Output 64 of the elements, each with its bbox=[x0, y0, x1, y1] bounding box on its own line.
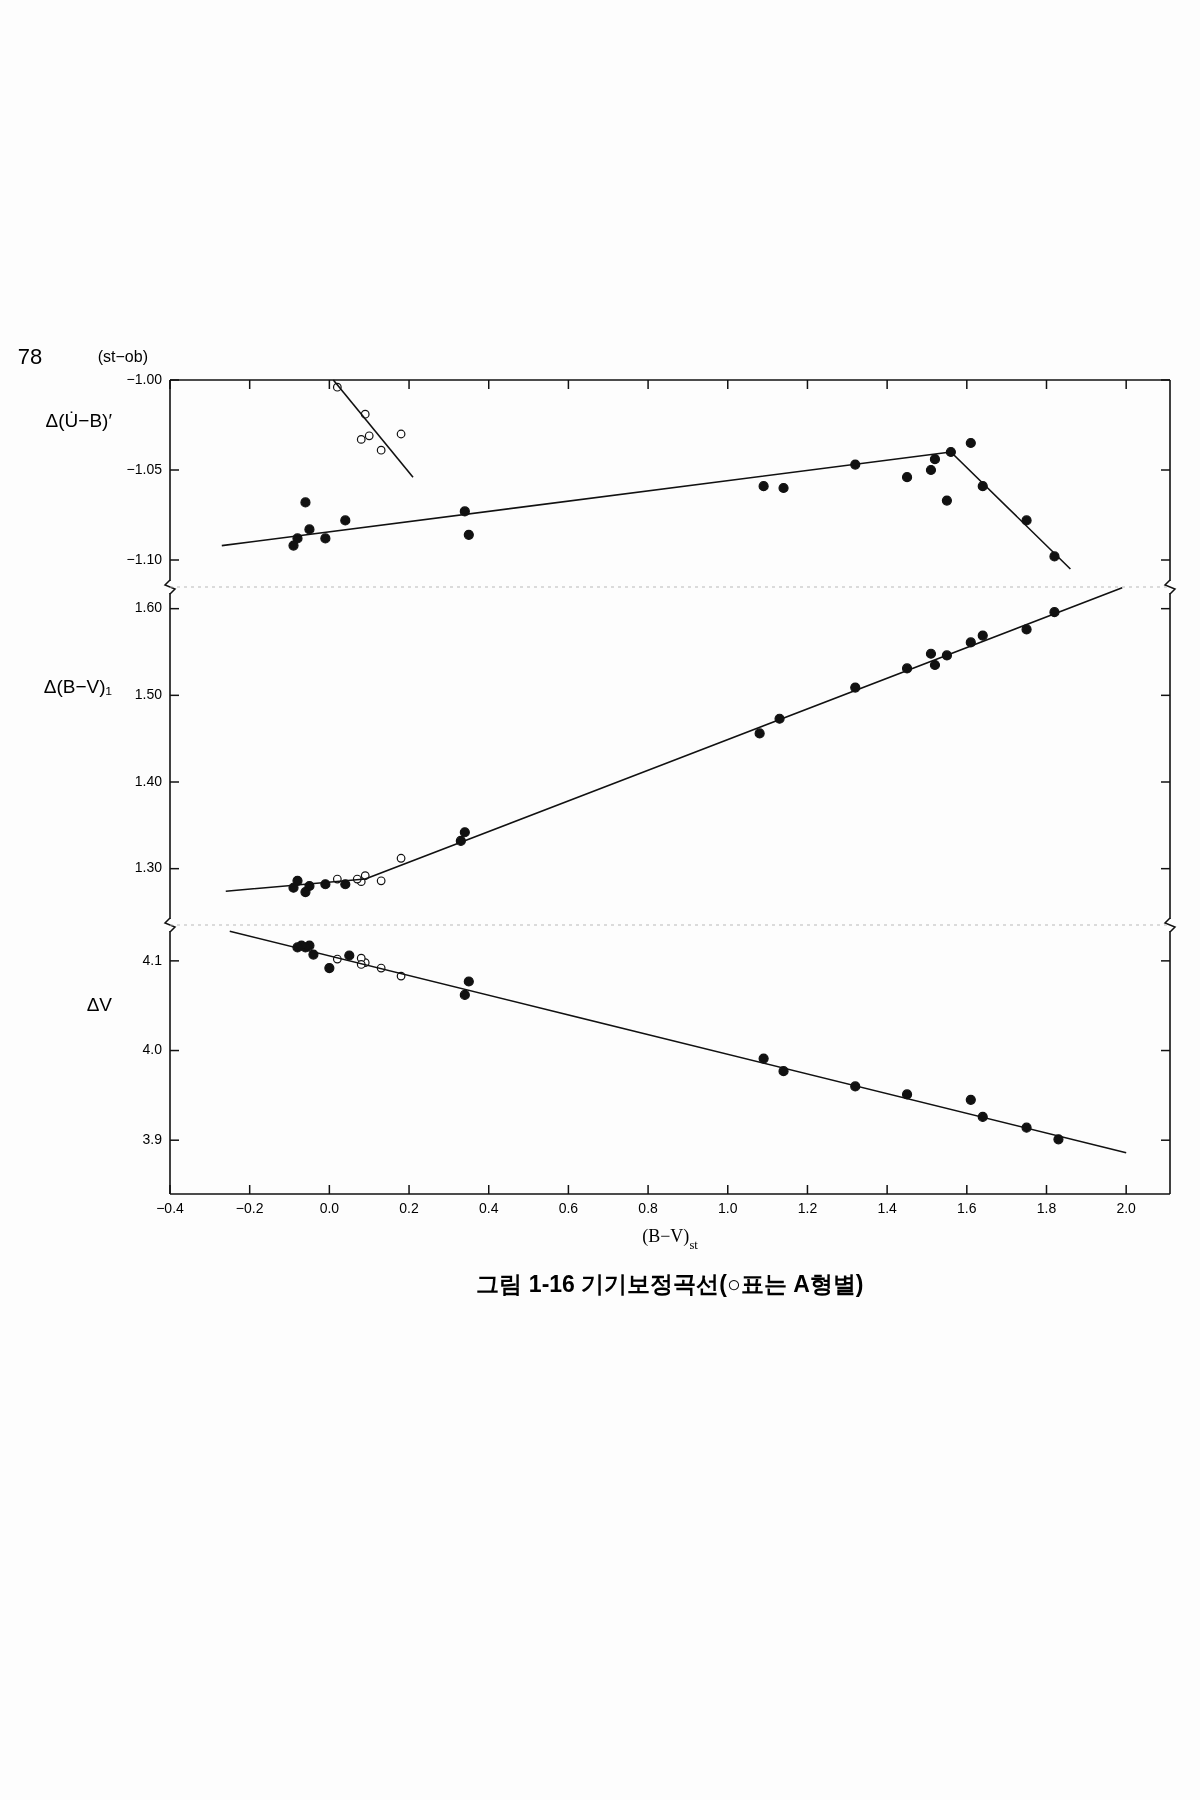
point bbox=[288, 540, 299, 551]
x-tick-label: 0.6 bbox=[558, 1200, 579, 1217]
point bbox=[364, 431, 374, 441]
point bbox=[929, 659, 941, 671]
x-tick-label: −0.4 bbox=[156, 1200, 185, 1217]
point bbox=[376, 445, 386, 455]
point bbox=[754, 728, 765, 739]
point bbox=[965, 437, 976, 449]
text: (st−ob) bbox=[97, 348, 148, 366]
x-tick-label: 1.4 bbox=[877, 1200, 898, 1217]
y-tick-label: 1.30 bbox=[134, 859, 163, 876]
point bbox=[320, 533, 331, 544]
point bbox=[459, 827, 470, 838]
point bbox=[340, 515, 351, 526]
y-tick-label: −1.00 bbox=[126, 370, 163, 387]
point bbox=[965, 1094, 976, 1105]
point bbox=[396, 429, 406, 439]
x-tick-label: 0.0 bbox=[319, 1200, 340, 1217]
y-axis-title: ΔV bbox=[86, 993, 113, 1015]
point bbox=[463, 976, 474, 987]
point bbox=[463, 529, 474, 540]
point bbox=[376, 876, 386, 886]
y-tick-label: 1.60 bbox=[134, 599, 163, 616]
point bbox=[304, 524, 315, 535]
x-tick-label: 0.4 bbox=[478, 1200, 499, 1217]
caption: 그림 1-16 기기보정곡선(○표는 A형별) bbox=[476, 1271, 864, 1298]
point bbox=[1021, 624, 1032, 635]
y-axis-title: Δ(U̇−B)′ bbox=[45, 410, 113, 432]
point bbox=[1021, 515, 1032, 526]
x-tick-label: 1.2 bbox=[797, 1200, 818, 1217]
x-tick-label: −0.2 bbox=[235, 1200, 264, 1217]
y-tick-label: 1.50 bbox=[134, 686, 163, 703]
point bbox=[925, 648, 937, 659]
point bbox=[901, 472, 913, 483]
x-axis-title: (B−V)$_{st}$ bbox=[642, 1226, 699, 1252]
point bbox=[459, 989, 470, 1001]
y-tick-label: −1.05 bbox=[126, 460, 163, 477]
point bbox=[396, 853, 406, 863]
point bbox=[925, 464, 937, 476]
text: 78 bbox=[17, 343, 43, 369]
x-tick-label: 0.2 bbox=[399, 1200, 419, 1217]
x-tick-label: 1.0 bbox=[718, 1200, 738, 1217]
point bbox=[300, 886, 311, 898]
point bbox=[929, 454, 941, 465]
y-tick-label: 4.1 bbox=[142, 951, 163, 968]
point bbox=[941, 495, 952, 506]
y-tick-label: 4.0 bbox=[142, 1041, 163, 1058]
y-axis-title: Δ(B−V)₁ bbox=[43, 676, 112, 698]
x-tick-label: 1.6 bbox=[957, 1200, 977, 1217]
x-tick-label: 0.8 bbox=[638, 1200, 659, 1217]
point bbox=[356, 435, 366, 444]
y-tick-label: 3.9 bbox=[142, 1130, 163, 1147]
point bbox=[758, 1053, 769, 1064]
x-tick-label: 2.0 bbox=[1116, 1200, 1137, 1217]
point bbox=[778, 482, 789, 494]
x-tick-label: 1.8 bbox=[1036, 1200, 1057, 1217]
point bbox=[344, 950, 355, 961]
point bbox=[324, 962, 335, 974]
point bbox=[901, 1089, 913, 1100]
y-tick-label: −1.10 bbox=[126, 550, 163, 567]
y-tick-label: 1.40 bbox=[134, 772, 163, 789]
point bbox=[977, 630, 988, 641]
point bbox=[300, 497, 311, 508]
point bbox=[758, 481, 769, 492]
